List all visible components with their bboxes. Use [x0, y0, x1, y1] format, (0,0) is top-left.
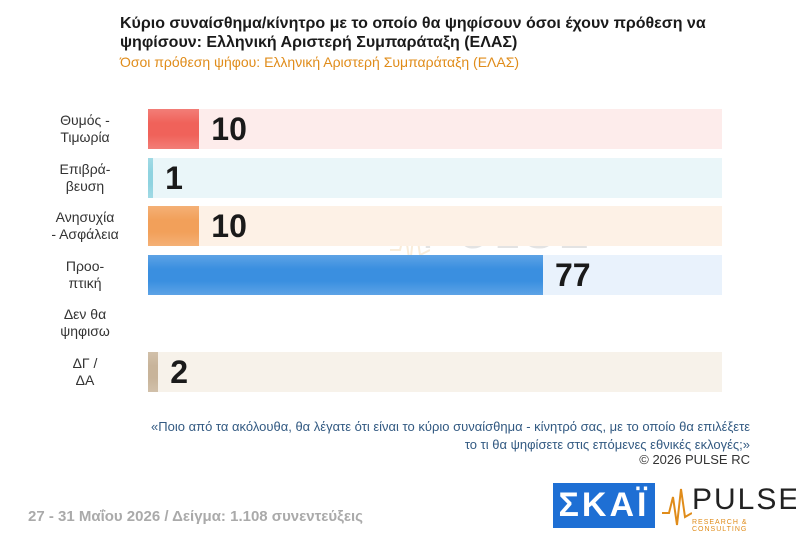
category-label: Προο-πτική: [65, 257, 105, 291]
pulse-logo: PULSE RESEARCH & CONSULTING: [662, 483, 796, 533]
pulse-logo-wave-icon: [662, 488, 692, 526]
category-label: Δεν θα ψηφισω: [60, 306, 110, 339]
value-label: 77: [555, 256, 591, 293]
pulse-logo-subtext: RESEARCH & CONSULTING: [692, 519, 748, 533]
bar: [148, 157, 154, 198]
category-label: Επιβρά-βευση: [59, 160, 111, 194]
pulse-logo-text: PULSE: [692, 483, 796, 516]
survey-footer: 27 - 31 Μαΐου 2026 / Δείγμα: 1.108 συνεν…: [28, 508, 363, 525]
bar: [148, 206, 200, 246]
skai-logo: ΣΚΑΪ: [553, 483, 655, 528]
survey-question: «Ποιο από τα ακόλουθα, θα λέγατε ότι είν…: [110, 418, 750, 454]
chart-subtitle: Όσοι πρόθεση ψήφου: Ελληνική Αριστερή Συ…: [120, 54, 520, 70]
chart-title: Κύριο συναίσθημα/κίνητρο με το οποίο θα …: [120, 15, 706, 51]
bar-track: [148, 157, 722, 198]
category-label: Ανησυχία - Ασφάλεια: [51, 209, 119, 242]
category-label: ΔΓ / ΔΑ: [72, 354, 98, 388]
bar-track: [148, 109, 722, 149]
copyright: © 2026 PULSE RC: [639, 452, 750, 467]
bar: [148, 109, 200, 149]
category-label: Θυμός - Τιμωρία: [60, 112, 110, 145]
question-line-1: «Ποιο από τα ακόλουθα, θα λέγατε ότι είν…: [151, 419, 750, 434]
value-label: 10: [211, 208, 247, 244]
value-label: 1: [165, 159, 183, 196]
bar-track: [148, 303, 722, 343]
bar: [148, 254, 543, 295]
bar: [148, 351, 159, 392]
value-label: 2: [170, 353, 189, 390]
value-label: 10: [211, 111, 247, 147]
bar-track: [148, 351, 722, 392]
bar-track: [148, 206, 722, 246]
question-line-2: το τι θα ψηφίσετε στις επόμενες εθνικές …: [464, 437, 750, 452]
